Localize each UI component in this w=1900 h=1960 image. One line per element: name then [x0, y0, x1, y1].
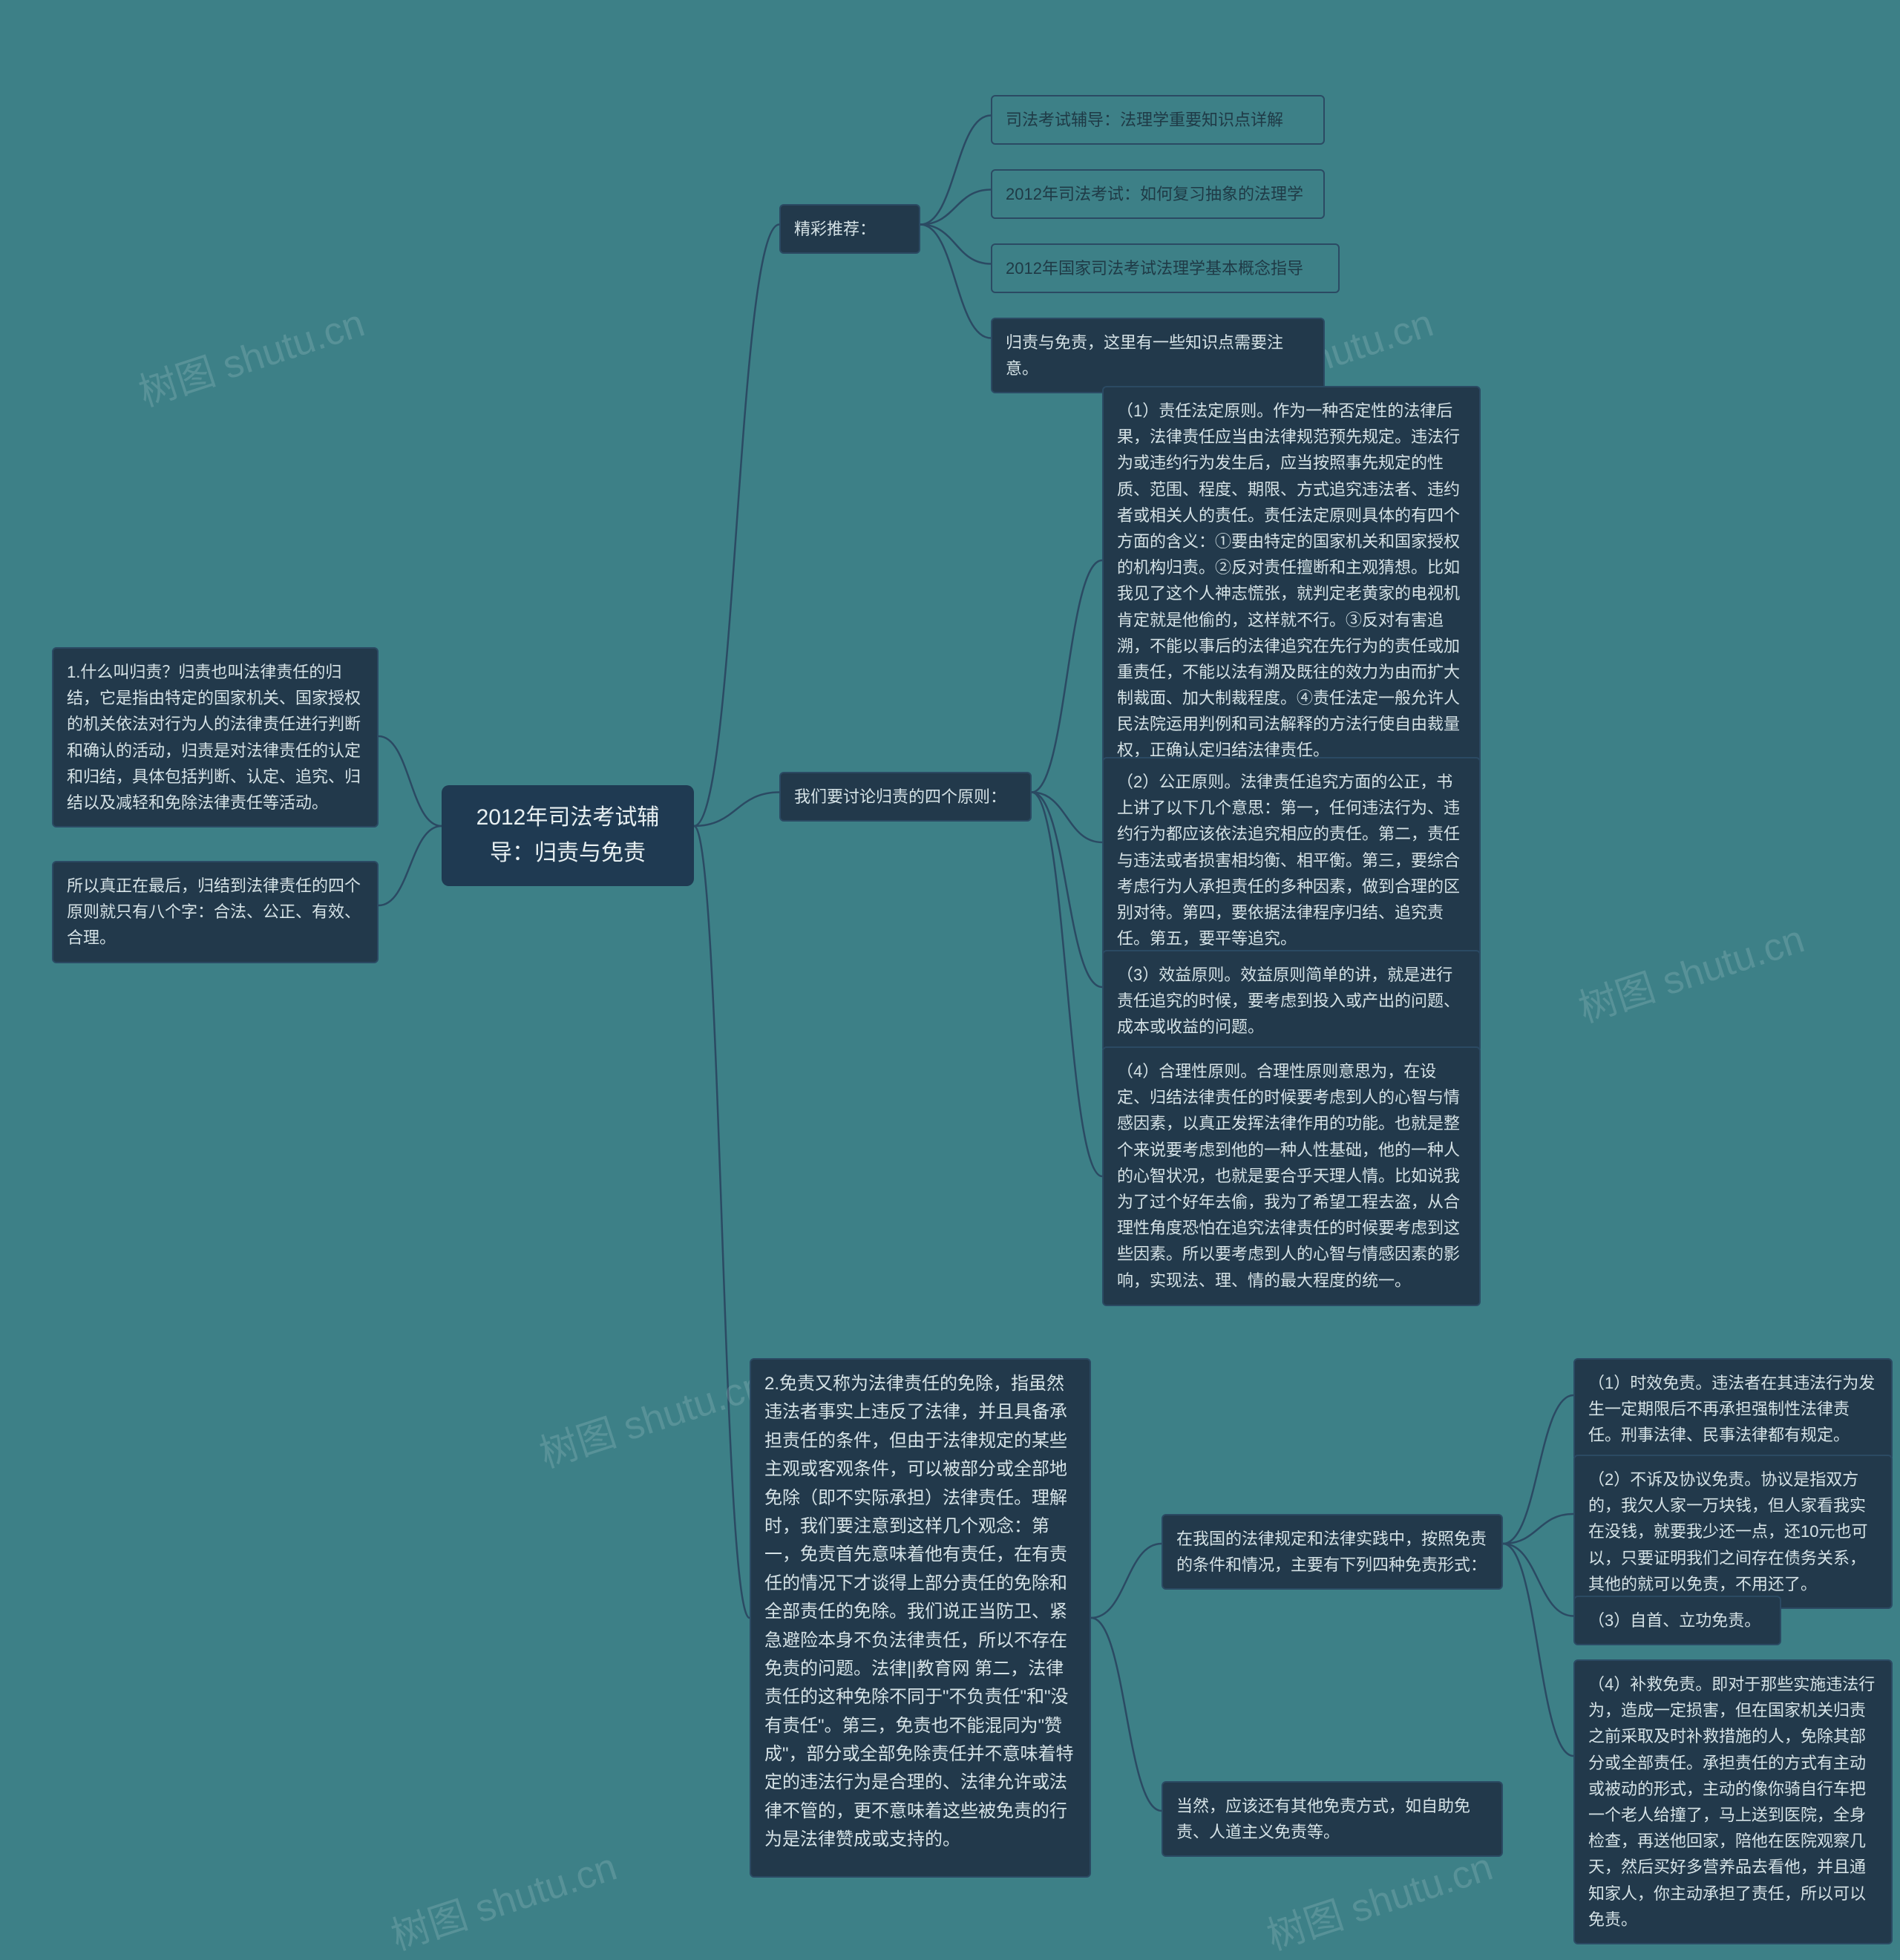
node-principle-1[interactable]: （1）责任法定原则。作为一种否定性的法律后果，法律责任应当由法律规范预先规定。违…: [1102, 386, 1481, 776]
node-exemption-1[interactable]: （1）时效免责。违法者在其违法行为发生一定期限后不再承担强制性法律责任。刑事法律…: [1573, 1358, 1893, 1461]
node-recommend[interactable]: 精彩推荐：: [779, 204, 920, 254]
node-principle-2[interactable]: （2）公正原则。法律责任追究方面的公正，书上讲了以下几个意思：第一，任何违法行为…: [1102, 757, 1481, 963]
node-exemption-3[interactable]: （3）自首、立功免责。: [1573, 1596, 1781, 1645]
node-exemption-2[interactable]: （2）不诉及协议免责。协议是指双方的，我欠人家一万块钱，但人家看我实在没钱，就要…: [1573, 1455, 1893, 1609]
node-recommend-3[interactable]: 2012年国家司法考试法理学基本概念指导: [991, 243, 1340, 293]
node-recommend-4[interactable]: 归责与免责，这里有一些知识点需要注意。: [991, 318, 1325, 393]
node-definition[interactable]: 1.什么叫归责？归责也叫法律责任的归结，它是指由特定的国家机关、国家授权的机关依…: [52, 647, 379, 827]
node-recommend-1[interactable]: 司法考试辅导：法理学重要知识点详解: [991, 95, 1325, 145]
root-node[interactable]: 2012年司法考试辅导：归责与免责: [442, 785, 694, 886]
node-exemption-forms[interactable]: 在我国的法律规定和法律实践中，按照免责的条件和情况，主要有下列四种免责形式：: [1162, 1514, 1503, 1590]
node-principle-3[interactable]: （3）效益原则。效益原则简单的讲，就是进行责任追究的时候，要考虑到投入或产出的问…: [1102, 950, 1481, 1052]
node-summary[interactable]: 所以真正在最后，归结到法律责任的四个原则就只有八个字：合法、公正、有效、合理。: [52, 861, 379, 963]
node-recommend-2[interactable]: 2012年司法考试：如何复习抽象的法理学: [991, 169, 1325, 219]
node-exemption-4[interactable]: （4）补救免责。即对于那些实施违法行为，造成一定损害，但在国家机关归责之前采取及…: [1573, 1659, 1893, 1944]
node-principle-4[interactable]: （4）合理性原则。合理性原则意思为，在设定、归结法律责任的时候要考虑到人的心智与…: [1102, 1046, 1481, 1306]
node-exemption[interactable]: 2.免责又称为法律责任的免除，指虽然违法者事实上违反了法律，并且具备承担责任的条…: [750, 1358, 1091, 1878]
node-other-exemption[interactable]: 当然，应该还有其他免责方式，如自助免责、人道主义免责等。: [1162, 1781, 1503, 1857]
node-four-principles[interactable]: 我们要讨论归责的四个原则：: [779, 772, 1032, 822]
